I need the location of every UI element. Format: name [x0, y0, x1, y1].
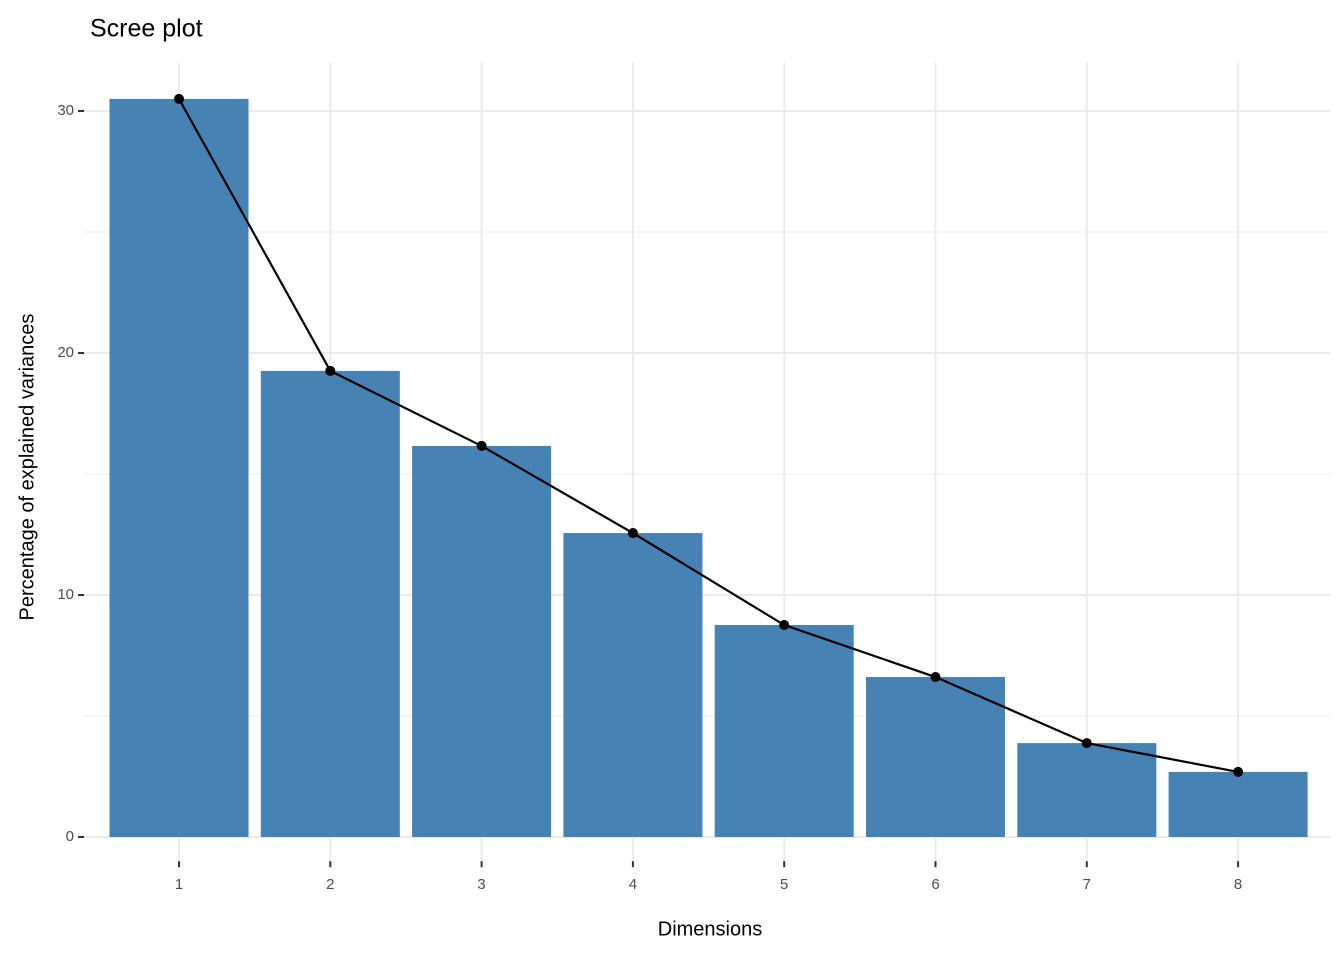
- bar: [109, 98, 249, 837]
- point: [779, 620, 790, 631]
- x-tick-label: 4: [629, 876, 637, 893]
- x-tick-label: 8: [1234, 876, 1242, 893]
- x-tick-label: 7: [1083, 876, 1091, 893]
- y-axis-title: Percentage of explained variances: [16, 314, 38, 621]
- x-tick-label: 6: [931, 876, 939, 893]
- x-tick-label: 5: [780, 876, 788, 893]
- y-tick-label: 20: [57, 344, 74, 361]
- point: [930, 672, 941, 683]
- y-tick-label: 10: [57, 586, 74, 603]
- point: [174, 93, 184, 104]
- point: [627, 528, 638, 539]
- bar: [260, 370, 400, 837]
- y-tick-label: 0: [66, 828, 74, 845]
- point: [476, 440, 487, 451]
- y-tick-label: 30: [57, 102, 74, 119]
- x-axis-title: Dimensions: [658, 918, 762, 940]
- x-tick-label: 3: [477, 876, 485, 893]
- bar: [1017, 743, 1157, 837]
- x-tick-label: 2: [326, 876, 334, 893]
- bar: [412, 445, 552, 837]
- bar: [714, 625, 854, 837]
- bar: [866, 677, 1005, 837]
- chart-title: Scree plot: [90, 15, 203, 43]
- point: [325, 365, 336, 376]
- point: [1233, 766, 1244, 777]
- x-tick-label: 1: [175, 876, 183, 893]
- line: [178, 98, 1239, 773]
- bar: [563, 533, 703, 837]
- bar: [1168, 771, 1308, 837]
- point: [1081, 738, 1092, 749]
